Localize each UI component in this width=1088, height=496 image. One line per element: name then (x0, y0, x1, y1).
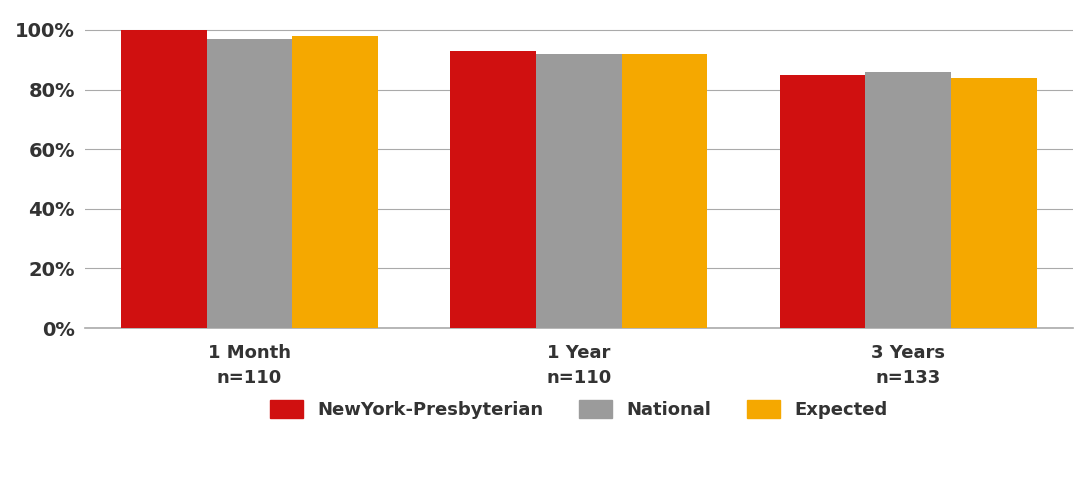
Bar (536, 54, 621, 328)
Bar (450, 51, 536, 328)
Bar (951, 78, 1037, 328)
Bar (780, 74, 865, 328)
Bar (621, 54, 707, 328)
Bar (293, 36, 378, 328)
Bar (207, 39, 293, 328)
Bar (121, 30, 207, 328)
Legend: NewYork-Presbyterian, National, Expected: NewYork-Presbyterian, National, Expected (270, 400, 888, 419)
Bar (865, 71, 951, 328)
